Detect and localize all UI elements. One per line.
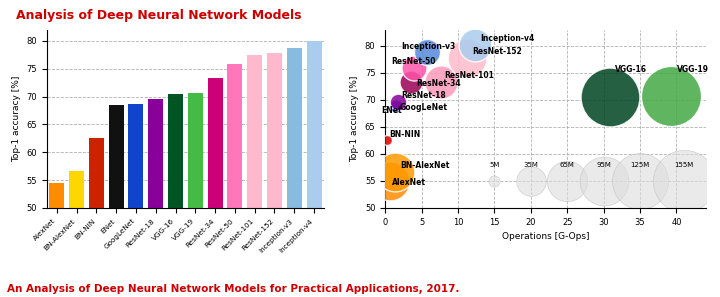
Point <box>392 100 404 105</box>
Point <box>380 106 392 111</box>
Bar <box>207 78 222 208</box>
Point <box>634 178 646 183</box>
Point <box>435 80 446 84</box>
Point <box>462 56 473 60</box>
Bar <box>69 171 84 208</box>
Bar <box>228 64 243 208</box>
Y-axis label: Top-1 accuracy [%]: Top-1 accuracy [%] <box>351 76 359 162</box>
Text: Inception-v4: Inception-v4 <box>480 34 534 43</box>
Point <box>605 95 616 99</box>
Bar <box>287 48 302 208</box>
Point <box>489 178 500 183</box>
Y-axis label: Top-1 accuracy [%]: Top-1 accuracy [%] <box>12 76 21 162</box>
Point <box>469 42 480 47</box>
Text: ResNet-50: ResNet-50 <box>391 57 436 66</box>
Point <box>408 66 419 70</box>
Bar <box>247 55 262 208</box>
Text: 65M: 65M <box>560 162 575 168</box>
X-axis label: Operations [G-Ops]: Operations [G-Ops] <box>502 232 589 241</box>
Text: VGG-16: VGG-16 <box>615 65 647 74</box>
Bar <box>307 41 322 208</box>
Point <box>598 178 609 183</box>
Bar <box>188 93 203 208</box>
Bar <box>128 104 143 208</box>
Bar <box>89 138 104 208</box>
Point <box>390 170 401 175</box>
Text: BN-AlexNet: BN-AlexNet <box>400 162 450 170</box>
Point <box>382 138 393 143</box>
Bar <box>267 53 282 208</box>
Text: Inception-v3: Inception-v3 <box>401 42 456 50</box>
Text: BN-NIN: BN-NIN <box>389 129 420 139</box>
Point <box>525 178 536 183</box>
Point <box>421 50 433 55</box>
Point <box>678 178 690 183</box>
Text: ResNet-34: ResNet-34 <box>416 79 461 89</box>
Bar <box>109 105 124 208</box>
Text: An Analysis of Deep Neural Network Models for Practical Applications, 2017.: An Analysis of Deep Neural Network Model… <box>7 284 459 294</box>
Bar <box>168 94 183 208</box>
Point <box>384 178 396 183</box>
Text: AlexNet: AlexNet <box>392 178 426 187</box>
Point <box>562 178 573 183</box>
Bar <box>148 99 163 208</box>
Text: 125M: 125M <box>631 162 649 168</box>
Text: 155M: 155M <box>674 162 693 168</box>
Bar <box>49 183 64 208</box>
Point <box>405 80 417 84</box>
Text: ResNet-101: ResNet-101 <box>444 71 494 80</box>
Text: GoogLeNet: GoogLeNet <box>400 103 448 112</box>
Text: 95M: 95M <box>596 162 611 168</box>
Point <box>390 103 402 108</box>
Text: 35M: 35M <box>523 162 539 168</box>
Text: 5M: 5M <box>489 162 500 168</box>
Text: ResNet-152: ResNet-152 <box>472 47 522 56</box>
Text: VGG-19: VGG-19 <box>677 65 708 74</box>
Point <box>665 94 677 99</box>
Text: Analysis of Deep Neural Network Models: Analysis of Deep Neural Network Models <box>16 9 301 22</box>
Text: ResNet-18: ResNet-18 <box>401 91 446 100</box>
Text: ENet: ENet <box>382 106 402 116</box>
